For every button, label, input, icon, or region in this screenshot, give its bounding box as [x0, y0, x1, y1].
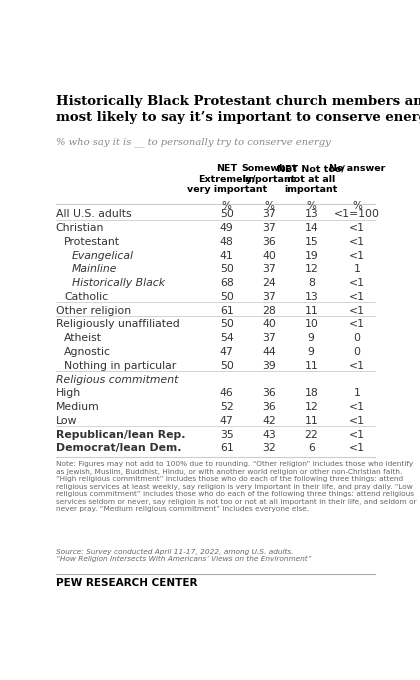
Text: Christian: Christian: [56, 223, 104, 233]
Text: 11: 11: [304, 306, 318, 316]
Text: <1=100: <1=100: [334, 209, 380, 220]
Text: 6: 6: [308, 443, 315, 454]
Text: 37: 37: [262, 292, 276, 302]
Text: Medium: Medium: [56, 402, 100, 412]
Text: 54: 54: [220, 333, 234, 343]
Text: 18: 18: [304, 388, 318, 398]
Text: 37: 37: [262, 223, 276, 233]
Text: <1: <1: [349, 223, 365, 233]
Text: 40: 40: [262, 320, 276, 330]
Text: High: High: [56, 388, 81, 398]
Text: 36: 36: [262, 388, 276, 398]
Text: 28: 28: [262, 306, 276, 316]
Text: 13: 13: [304, 209, 318, 220]
Text: 37: 37: [262, 333, 276, 343]
Text: 44: 44: [262, 347, 276, 357]
Text: 9: 9: [308, 333, 315, 343]
Text: Historically Black Protestant church members among
most likely to say it’s impor: Historically Black Protestant church mem…: [56, 95, 420, 124]
Text: Source: Survey conducted April 11-17, 2022, among U.S. adults.
“How Religion Int: Source: Survey conducted April 11-17, 20…: [56, 549, 311, 562]
Text: %: %: [306, 201, 316, 211]
Text: All U.S. adults: All U.S. adults: [56, 209, 131, 220]
Text: NET Not too/
not at all
important: NET Not too/ not at all important: [277, 165, 345, 194]
Text: <1: <1: [349, 292, 365, 302]
Text: 50: 50: [220, 265, 234, 275]
Text: 41: 41: [220, 251, 234, 260]
Text: 36: 36: [262, 237, 276, 247]
Text: Historically Black: Historically Black: [72, 278, 165, 288]
Text: 24: 24: [262, 278, 276, 288]
Text: Somewhat
important: Somewhat important: [241, 165, 297, 184]
Text: 8: 8: [308, 278, 315, 288]
Text: 37: 37: [262, 209, 276, 220]
Text: 42: 42: [262, 415, 276, 426]
Text: <1: <1: [349, 430, 365, 439]
Text: 52: 52: [220, 402, 234, 412]
Text: Atheist: Atheist: [64, 333, 102, 343]
Text: Religious commitment: Religious commitment: [56, 375, 178, 384]
Text: Protestant: Protestant: [64, 237, 120, 247]
Text: 0: 0: [353, 347, 360, 357]
Text: 47: 47: [220, 415, 234, 426]
Text: 47: 47: [220, 347, 234, 357]
Text: 50: 50: [220, 292, 234, 302]
Text: %: %: [222, 201, 231, 211]
Text: 22: 22: [304, 430, 318, 439]
Text: <1: <1: [349, 278, 365, 288]
Text: 68: 68: [220, 278, 234, 288]
Text: <1: <1: [349, 237, 365, 247]
Text: <1: <1: [349, 306, 365, 316]
Text: Religiously unaffiliated: Religiously unaffiliated: [56, 320, 179, 330]
Text: %: %: [264, 201, 274, 211]
Text: 9: 9: [308, 347, 315, 357]
Text: Other religion: Other religion: [56, 306, 131, 316]
Text: 11: 11: [304, 361, 318, 371]
Text: 19: 19: [304, 251, 318, 260]
Text: 12: 12: [304, 265, 318, 275]
Text: 48: 48: [220, 237, 234, 247]
Text: NET
Extremely/
very important: NET Extremely/ very important: [186, 165, 267, 194]
Text: 1: 1: [353, 388, 360, 398]
Text: 50: 50: [220, 209, 234, 220]
Text: Agnostic: Agnostic: [64, 347, 111, 357]
Text: 61: 61: [220, 443, 234, 454]
Text: Evangelical: Evangelical: [72, 251, 134, 260]
Text: 43: 43: [262, 430, 276, 439]
Text: 35: 35: [220, 430, 234, 439]
Text: Low: Low: [56, 415, 77, 426]
Text: 13: 13: [304, 292, 318, 302]
Text: No answer: No answer: [329, 165, 385, 173]
Text: 10: 10: [304, 320, 318, 330]
Text: <1: <1: [349, 320, 365, 330]
Text: 50: 50: [220, 320, 234, 330]
Text: 61: 61: [220, 306, 234, 316]
Text: Democrat/lean Dem.: Democrat/lean Dem.: [56, 443, 181, 454]
Text: 14: 14: [304, 223, 318, 233]
Text: <1: <1: [349, 361, 365, 371]
Text: <1: <1: [349, 443, 365, 454]
Text: 39: 39: [262, 361, 276, 371]
Text: 11: 11: [304, 415, 318, 426]
Text: <1: <1: [349, 251, 365, 260]
Text: %: %: [352, 201, 362, 211]
Text: Mainline: Mainline: [72, 265, 118, 275]
Text: PEW RESEARCH CENTER: PEW RESEARCH CENTER: [56, 578, 197, 588]
Text: 40: 40: [262, 251, 276, 260]
Text: 1: 1: [353, 265, 360, 275]
Text: 36: 36: [262, 402, 276, 412]
Text: % who say it is __ to personally try to conserve energy: % who say it is __ to personally try to …: [56, 137, 331, 148]
Text: Catholic: Catholic: [64, 292, 108, 302]
Text: 0: 0: [353, 333, 360, 343]
Text: 12: 12: [304, 402, 318, 412]
Text: 37: 37: [262, 265, 276, 275]
Text: Republican/lean Rep.: Republican/lean Rep.: [56, 430, 185, 439]
Text: Note: Figures may not add to 100% due to rounding. “Other religion” includes tho: Note: Figures may not add to 100% due to…: [56, 461, 416, 512]
Text: 32: 32: [262, 443, 276, 454]
Text: 49: 49: [220, 223, 234, 233]
Text: 46: 46: [220, 388, 234, 398]
Text: 15: 15: [304, 237, 318, 247]
Text: 50: 50: [220, 361, 234, 371]
Text: <1: <1: [349, 415, 365, 426]
Text: Nothing in particular: Nothing in particular: [64, 361, 176, 371]
Text: <1: <1: [349, 402, 365, 412]
